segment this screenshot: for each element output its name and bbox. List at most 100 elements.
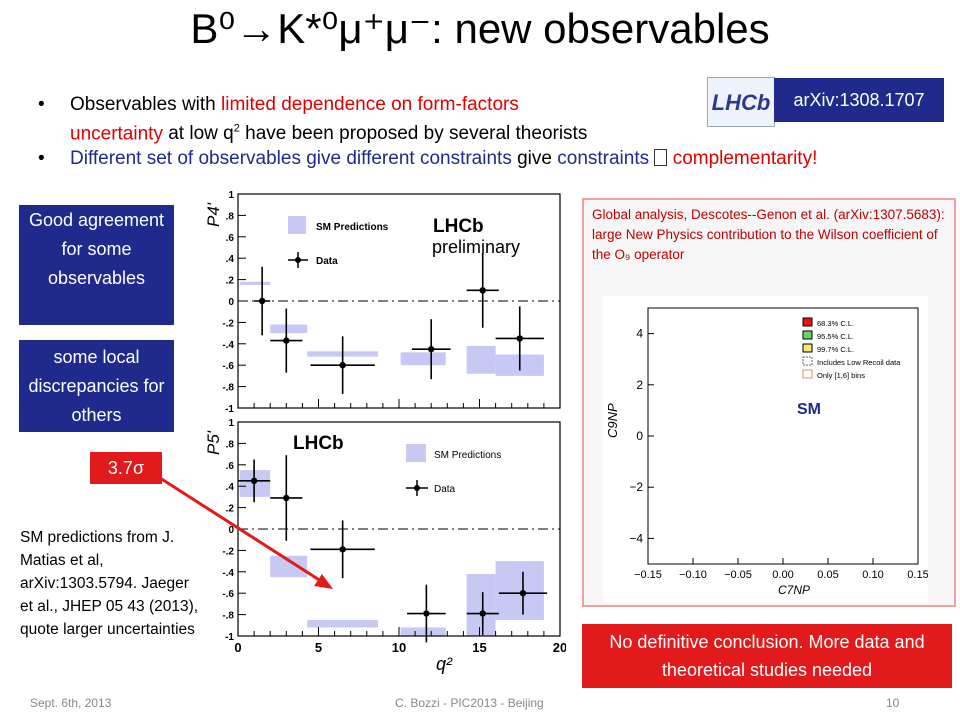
p5-xlabel: q² bbox=[436, 654, 453, 674]
glob-legend-swatch bbox=[802, 356, 813, 366]
bullet-dot: • bbox=[38, 94, 45, 115]
p5-ytick-label: -.6 bbox=[222, 589, 234, 600]
glob-legend-label: Includes Low Recoil data bbox=[817, 358, 901, 367]
p4-ytick-label: -.6 bbox=[222, 361, 234, 372]
glob-legend-swatch bbox=[802, 317, 813, 327]
p4-data-point bbox=[516, 335, 523, 342]
wilson-coeff-plot: −4 −2 0 2 4 −0.15 −0.10 −0.05 0.00 0.05 0.10 0.15 6… bbox=[603, 296, 929, 602]
glob-axis: −4 −2 0 2 4 −0.15 −0.10 −0.05 0.00 0.05 0.10 0.15 bbox=[629, 307, 929, 581]
p4-sm-band bbox=[466, 345, 496, 374]
glob-xtick-label: −0.05 bbox=[724, 569, 752, 581]
p5-data-point bbox=[479, 610, 486, 617]
p5-ytick-label: .8 bbox=[226, 439, 235, 450]
p4-ytick-label: .6 bbox=[226, 233, 235, 244]
glob-ytick-label: −4 bbox=[629, 531, 643, 545]
wilson-coeff-chart: −4 −2 0 2 4 −0.15 −0.10 −0.05 0.00 0.05 0.10 0.15 6… bbox=[605, 307, 929, 597]
glob-legend-swatch bbox=[802, 343, 813, 353]
glob-legend-swatch bbox=[802, 369, 813, 379]
lhcb-logo-text: LHCb bbox=[712, 90, 771, 115]
p4-ytick-label: .2 bbox=[226, 276, 235, 287]
p4-chart-panel: -1 -.8 -.6 -.4 -.2 0 .2 .4 .6 .8 1 P4' SM Predicti… bbox=[198, 186, 566, 415]
glob-legend-label: 95.5% C.L. bbox=[817, 332, 854, 341]
glob-ytick-label: −2 bbox=[629, 480, 643, 494]
p4-data-point bbox=[283, 337, 290, 344]
conclusion-box: No definitive conclusion. More data and … bbox=[582, 624, 952, 688]
bullet-list: • Observables with limited dependence on… bbox=[38, 92, 918, 171]
p5-ytick-label: .6 bbox=[226, 461, 235, 472]
p5-sm-band bbox=[495, 561, 544, 620]
bullet-1-text-line2-red: uncertainty bbox=[70, 123, 163, 145]
p5-legend-data: Data bbox=[434, 484, 456, 495]
p4-ytick-label: -.8 bbox=[222, 383, 234, 394]
p5-ytick-label: -.2 bbox=[222, 546, 234, 557]
p5-chart: -1-.8-.6-.4-.20.2.4.6.810 5 10 15 20 P5' LHC… bbox=[204, 418, 567, 674]
p4-ytick-label: .8 bbox=[226, 211, 235, 222]
p4-data-point bbox=[479, 287, 486, 294]
p4-sm-band bbox=[270, 324, 308, 334]
bullet-dot: • bbox=[38, 148, 45, 170]
p4-ytick-label: 1 bbox=[228, 190, 234, 201]
p5-ytick-label: -1 bbox=[225, 632, 234, 643]
bullet-1: • Observables with limited dependence on… bbox=[38, 92, 918, 146]
footer-presenter: C. Bozzi - PIC2013 - Beijing bbox=[395, 696, 544, 710]
p5-ytick-label: .2 bbox=[226, 504, 235, 515]
p5-ytick-label: -.8 bbox=[222, 611, 234, 622]
bullet-2-text-a: Different set of observables give bbox=[70, 148, 347, 170]
p4-preliminary-label: preliminary bbox=[432, 237, 520, 257]
glob-sm-label: SM bbox=[797, 401, 821, 418]
glob-frame bbox=[647, 307, 919, 565]
p4-legend-sm: SM Predictions bbox=[316, 222, 389, 233]
glob-ytick-label: 2 bbox=[636, 378, 643, 392]
p5-legend-sm-swatch bbox=[406, 444, 426, 462]
p5-xtick-label: 0 bbox=[234, 640, 241, 655]
arxiv-label: arXiv:1308.1707 bbox=[774, 78, 944, 122]
p4-lhcb-label: LHCb bbox=[433, 216, 484, 237]
p4-sm-band bbox=[239, 281, 271, 285]
bullet-1-text-line2: at low q2 have been proposed by several … bbox=[162, 123, 588, 145]
p4-data-point bbox=[339, 362, 346, 369]
p5-sm-band bbox=[270, 555, 308, 578]
glob-xtick-label: 0.10 bbox=[862, 569, 883, 581]
p5-ytick-label: 0 bbox=[228, 525, 234, 536]
p5-sm-band bbox=[400, 627, 446, 636]
p5-data-point bbox=[519, 590, 527, 597]
sm-references: SM predictions from J. Matias et al, arX… bbox=[20, 529, 199, 638]
p4-ytick-label: -1 bbox=[225, 404, 234, 414]
p5-xtick-label: 5 bbox=[315, 640, 322, 655]
footer-date: Sept. 6th, 2013 bbox=[30, 696, 112, 710]
global-analysis-text: Global analysis, Descotes--Genon et al. … bbox=[592, 207, 945, 262]
sigma-badge: 3.7σ bbox=[90, 452, 162, 484]
p4-ytick-label: -.2 bbox=[222, 318, 234, 329]
p4-ytick-label: -.4 bbox=[222, 340, 234, 351]
bullet-1-text-a: Observables with bbox=[70, 94, 222, 115]
p4-ytick-label: .4 bbox=[226, 254, 235, 265]
glob-legend-swatch bbox=[802, 330, 813, 340]
glob-xtick-label: −0.15 bbox=[634, 569, 662, 581]
glob-legend-label: 99.7% C.L. bbox=[817, 345, 854, 354]
glob-xtick-label: 0.00 bbox=[772, 569, 793, 581]
p5-data-point bbox=[339, 546, 346, 553]
p4-legend-data-dot bbox=[295, 257, 301, 263]
p5-chart-panel: -1 -.8 -.6 -.4 -.2 0.2.4.6.8 1 0 5 10 15 20 P5' LHC… bbox=[198, 414, 567, 676]
bullet-2-text-b: different constraints bbox=[346, 148, 512, 170]
p5-ytick-label: -.4 bbox=[222, 568, 234, 579]
bullet-2-text-d: constraints bbox=[557, 148, 650, 170]
slide-title: B⁰→K*⁰μ⁺μ⁻: new observables bbox=[190, 5, 770, 52]
p5-xtick-label: 15 bbox=[472, 640, 486, 655]
p5-xtick-label: 20 bbox=[553, 640, 566, 655]
p5-ytick-label: .4 bbox=[226, 482, 235, 493]
lhcb-logo-icon: LHCb bbox=[708, 78, 774, 126]
p5-ylabel: P5' bbox=[204, 430, 223, 455]
footer-page-number: 10 bbox=[886, 696, 900, 710]
p5-data-point bbox=[423, 610, 430, 617]
p5-data-point bbox=[250, 477, 258, 485]
glob-ylabel: C9NP bbox=[605, 403, 620, 438]
bullet-2-text-red: complementarity! bbox=[672, 148, 818, 170]
p4-legend-sm-swatch bbox=[288, 216, 306, 234]
p4-chart: -1 -.8 -.6 -.4 -.2 0 .2 .4 .6 .8 1 P4' SM Predicti… bbox=[204, 190, 561, 415]
glob-xlabel: C7NP bbox=[778, 583, 810, 597]
local-discrepancies-box: some local discrepancies for others bbox=[19, 340, 174, 432]
glob-ytick-label: 0 bbox=[636, 429, 643, 443]
p4-sm-bands bbox=[239, 281, 544, 376]
p5-data-point bbox=[283, 494, 290, 502]
